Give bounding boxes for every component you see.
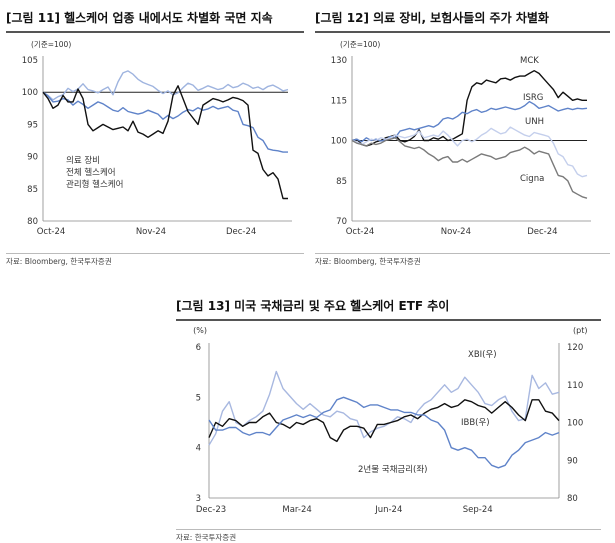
y-tick-label: 100 [22, 88, 38, 98]
y-tick-label: 130 [331, 56, 347, 66]
x-tick-label: Dec-24 [527, 227, 557, 237]
series-label: XBI(우) [468, 350, 497, 360]
series-line [351, 126, 588, 178]
figure-12-title: [그림 12] 의료 장비, 보험사들의 주가 차별화 [315, 11, 549, 25]
figure-11-top-rule [6, 31, 304, 33]
figure-12-chart: (기준=100) 70 85 100 115 130 Oct-24 Nov-24 Dec-24 M… [331, 40, 591, 237]
y-tick-label: 95 [27, 120, 38, 130]
x-tick-label: Dec-23 [196, 505, 226, 515]
x-tick-label: Jun-24 [374, 505, 402, 515]
series-line [42, 91, 288, 153]
series-line [208, 396, 560, 469]
y-tick-label: 115 [331, 96, 347, 106]
figure-11-chart: (기준=100) 80 85 90 95 100 105 Oct-24 Nov-24 Dec-24… [22, 40, 292, 237]
series-label: UNH [525, 117, 544, 127]
figure-11-source: 자료: Bloomberg, 한국투자증권 [6, 257, 112, 266]
x-tick-label: Oct-24 [346, 227, 375, 237]
y-tick-label: 105 [22, 56, 38, 66]
unit-label: (기준=100) [31, 40, 71, 49]
right-tick-label: 80 [567, 494, 578, 504]
series-line [42, 70, 289, 101]
right-axis-label: (pt) [573, 326, 587, 335]
x-tick-label: Mar-24 [282, 505, 311, 515]
series-label: 2년물 국채금리(좌) [358, 464, 427, 475]
x-tick-label: Dec-24 [226, 227, 256, 237]
figure-13-bottom-rule [176, 529, 601, 530]
right-tick-label: 100 [567, 419, 583, 429]
left-tick-label: 4 [196, 444, 201, 454]
figure-13-top-rule [176, 319, 601, 321]
left-tick-label: 5 [196, 393, 201, 403]
unit-label: (기준=100) [340, 40, 380, 49]
y-tick-label: 80 [27, 217, 38, 227]
series-label: MCK [520, 56, 539, 66]
x-tick-label: Sep-24 [463, 505, 493, 515]
right-tick-label: 120 [567, 343, 583, 353]
series-label: IBB(우) [461, 418, 490, 428]
series-label: Cigna [520, 174, 544, 184]
legend-entry: 전체 헬스케어 [66, 167, 116, 178]
left-tick-label: 6 [196, 343, 201, 353]
series-line [351, 100, 588, 143]
series-line [208, 399, 560, 443]
figure-11-title: [그림 11] 헬스케어 업종 내에서도 차별화 국면 지속 [6, 11, 273, 25]
series-line [351, 137, 588, 199]
legend-entry: 의료 장비 [66, 155, 100, 166]
y-tick-label: 90 [27, 153, 38, 163]
y-tick-label: 85 [336, 177, 347, 187]
right-tick-label: 110 [567, 381, 583, 391]
figure-13-title: [그림 13] 미국 국채금리 및 주요 헬스케어 ETF 추이 [176, 299, 450, 313]
y-tick-label: 85 [27, 185, 38, 195]
series-line [208, 370, 560, 446]
figure-12-bottom-rule [315, 253, 610, 254]
series-line [42, 85, 288, 200]
left-axis-label: (%) [193, 326, 207, 335]
figure-12-source: 자료: Bloomberg, 한국투자증권 [315, 257, 421, 266]
x-tick-label: Nov-24 [441, 227, 471, 237]
figure-13-source: 자료: 한국투자증권 [176, 533, 237, 542]
figure-12-top-rule [315, 31, 610, 33]
left-tick-label: 3 [196, 494, 201, 504]
series-line [351, 70, 587, 147]
figure-13-chart: (%) (pt) 3 4 5 6 80 90 100 110 120 Dec-23 Mar-24 Jun-… [193, 326, 587, 515]
series-label: ISRG [523, 93, 543, 103]
figure-11-bottom-rule [6, 253, 304, 254]
legend-entry: 관리형 헬스케어 [66, 179, 123, 190]
x-tick-label: Nov-24 [136, 227, 166, 237]
y-tick-label: 70 [336, 217, 347, 227]
right-tick-label: 90 [567, 456, 578, 466]
x-tick-label: Oct-24 [37, 227, 66, 237]
y-tick-label: 100 [331, 137, 347, 147]
